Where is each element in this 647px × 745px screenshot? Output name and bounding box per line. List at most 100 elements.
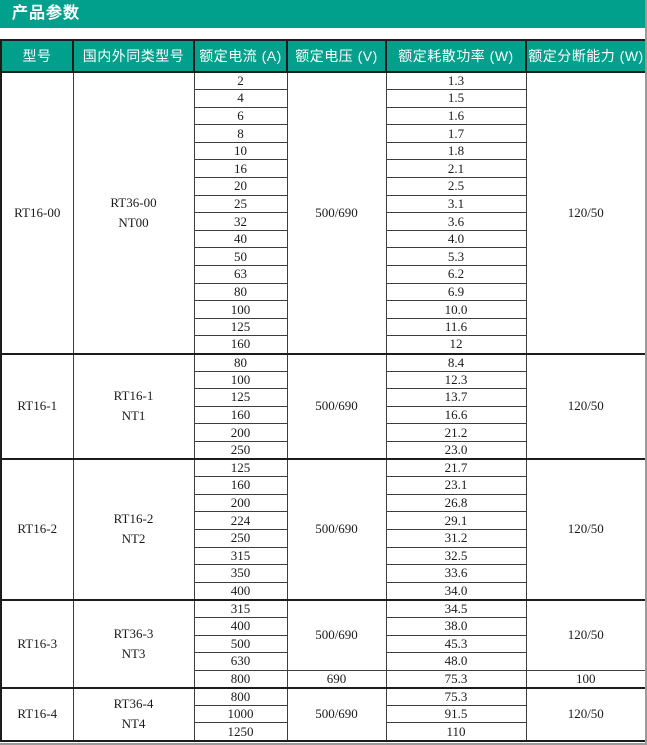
breaking-capacity-cell: 120/50 bbox=[525, 71, 645, 354]
current-cell: 160 bbox=[193, 476, 288, 495]
power-cell: 3.1 bbox=[385, 194, 527, 214]
power-cell: 38.0 bbox=[385, 616, 527, 636]
equivalent-model-line: NT3 bbox=[121, 645, 146, 661]
current-cell: 63 bbox=[193, 265, 288, 284]
power-cell: 32.5 bbox=[385, 546, 527, 566]
power-cell: 1.7 bbox=[385, 124, 527, 143]
table-row: RT16-1 RT16-1 NT1 80 500/690 8.4 120/50 bbox=[0, 352, 645, 460]
column-header-model: 型号 bbox=[0, 39, 74, 73]
current-cell: 250 bbox=[193, 528, 288, 548]
current-cell: 315 bbox=[193, 546, 288, 566]
current-cell: 100 bbox=[193, 370, 288, 390]
equivalent-model-line: NT2 bbox=[121, 531, 146, 547]
power-cell: 11.6 bbox=[385, 317, 527, 337]
power-cell: 23.1 bbox=[385, 476, 527, 495]
power-cell: 2.5 bbox=[385, 177, 527, 196]
power-cell: 21.2 bbox=[385, 423, 527, 442]
power-cell: 1.5 bbox=[385, 89, 527, 108]
current-cell: 80 bbox=[193, 352, 288, 372]
power-cell: 8.4 bbox=[385, 352, 527, 372]
equivalent-model-line: NT1 bbox=[121, 408, 146, 424]
current-cell: 6 bbox=[193, 106, 288, 126]
table-header: 型号 国内外同类型号 额定电流 (A) 额定电压 (V) 额定耗散功率 (W) … bbox=[0, 39, 645, 73]
power-cell: 23.0 bbox=[385, 440, 527, 460]
power-cell: 6.2 bbox=[385, 265, 527, 284]
current-cell: 2 bbox=[193, 71, 288, 91]
table-row: 250 31.2 bbox=[1, 528, 645, 548]
current-cell: 10 bbox=[193, 141, 288, 161]
power-cell: 21.7 bbox=[385, 458, 527, 478]
equivalent-model-line: RT36-00 bbox=[110, 194, 157, 210]
table-row: 20 2.5 bbox=[1, 177, 645, 196]
column-header-power-dissipation: 额定耗散功率 (W) bbox=[385, 39, 527, 73]
power-cell: 3.6 bbox=[385, 212, 527, 231]
equivalent-model-cell: RT16-2 NT2 bbox=[72, 458, 195, 601]
current-cell: 16 bbox=[193, 159, 288, 179]
table-row: 125 11.6 bbox=[1, 317, 645, 337]
power-cell: 91.5 bbox=[385, 704, 527, 724]
voltage-cell: 500/690 bbox=[286, 352, 387, 460]
power-cell: 16.6 bbox=[385, 405, 527, 425]
current-cell: 25 bbox=[193, 194, 288, 214]
power-cell: 2.1 bbox=[385, 159, 527, 179]
power-cell: 33.6 bbox=[385, 564, 527, 583]
table-row: 25 3.1 bbox=[1, 194, 645, 214]
product-parameters-table: 型号 国内外同类型号 额定电流 (A) 额定电压 (V) 额定耗散功率 (W) … bbox=[0, 39, 645, 742]
breaking-capacity-cell: 120/50 bbox=[525, 458, 645, 601]
table-row: RT16-00 RT36-00 NT00 2 500/690 1.3 120/50 bbox=[0, 71, 645, 354]
table-row: 40 4.0 bbox=[1, 229, 645, 249]
voltage-cell: 500/690 bbox=[286, 71, 387, 354]
table-row: 125 13.7 bbox=[1, 388, 645, 407]
table-row: 32 3.6 bbox=[1, 212, 645, 231]
equivalent-model-line: RT36-4 bbox=[113, 696, 154, 712]
model-cell: RT16-00 bbox=[0, 71, 74, 354]
current-cell: 500 bbox=[193, 634, 288, 654]
table-row: 1250 110 bbox=[1, 722, 645, 742]
power-cell: 1.6 bbox=[385, 106, 527, 126]
column-header-rated-voltage: 额定电压 (V) bbox=[286, 39, 387, 73]
table-row: 315 32.5 bbox=[1, 546, 645, 566]
table-row: 50 5.3 bbox=[1, 247, 645, 267]
power-cell: 29.1 bbox=[385, 511, 527, 530]
power-cell: 110 bbox=[385, 722, 527, 742]
current-cell: 160 bbox=[193, 335, 288, 354]
model-cell: RT16-4 bbox=[0, 686, 74, 742]
model-cell: RT16-3 bbox=[0, 598, 74, 689]
current-cell: 350 bbox=[193, 564, 288, 583]
current-cell: 1000 bbox=[193, 704, 288, 724]
table-row: RT16-4 RT36-4 NT4 800 500/690 75.3 120/50 bbox=[0, 686, 645, 742]
power-cell: 12 bbox=[385, 335, 527, 354]
power-cell: 13.7 bbox=[385, 388, 527, 407]
column-header-breaking-capacity: 额定分断能力 (W) bbox=[525, 39, 645, 73]
breaking-capacity-cell: 120/50 bbox=[525, 686, 645, 742]
power-cell: 1.3 bbox=[385, 71, 527, 91]
current-cell: 800 bbox=[193, 669, 288, 689]
voltage-cell: 500/690 bbox=[286, 458, 387, 601]
table-row: 6 1.6 bbox=[1, 106, 645, 126]
current-cell: 125 bbox=[193, 458, 288, 478]
model-cell: RT16-1 bbox=[0, 352, 74, 460]
equivalent-model-cell: RT36-4 NT4 bbox=[72, 686, 195, 742]
table-row: 400 38.0 bbox=[1, 616, 645, 636]
current-cell: 80 bbox=[193, 282, 288, 302]
power-cell: 34.0 bbox=[385, 581, 527, 601]
table-row: 200 21.2 bbox=[1, 423, 645, 442]
power-cell: 75.3 bbox=[385, 669, 527, 689]
current-cell: 40 bbox=[193, 229, 288, 249]
power-cell: 26.8 bbox=[385, 493, 527, 513]
table-row: 160 12 bbox=[1, 335, 645, 354]
power-cell: 75.3 bbox=[385, 686, 527, 706]
power-cell: 6.9 bbox=[385, 282, 527, 302]
current-cell: 8 bbox=[193, 124, 288, 143]
table-row: 160 23.1 bbox=[1, 476, 645, 495]
current-cell: 4 bbox=[193, 89, 288, 108]
power-cell: 31.2 bbox=[385, 528, 527, 548]
current-cell: 1250 bbox=[193, 722, 288, 742]
table-row: RT16-2 RT16-2 NT2 125 500/690 21.7 120/50 bbox=[0, 458, 645, 601]
current-cell: 630 bbox=[193, 652, 288, 671]
table-row: 1000 91.5 bbox=[1, 704, 645, 724]
current-cell: 315 bbox=[193, 598, 288, 618]
power-cell: 1.8 bbox=[385, 141, 527, 161]
current-cell: 200 bbox=[193, 493, 288, 513]
equivalent-model-cell: RT36-00 NT00 bbox=[72, 71, 195, 354]
